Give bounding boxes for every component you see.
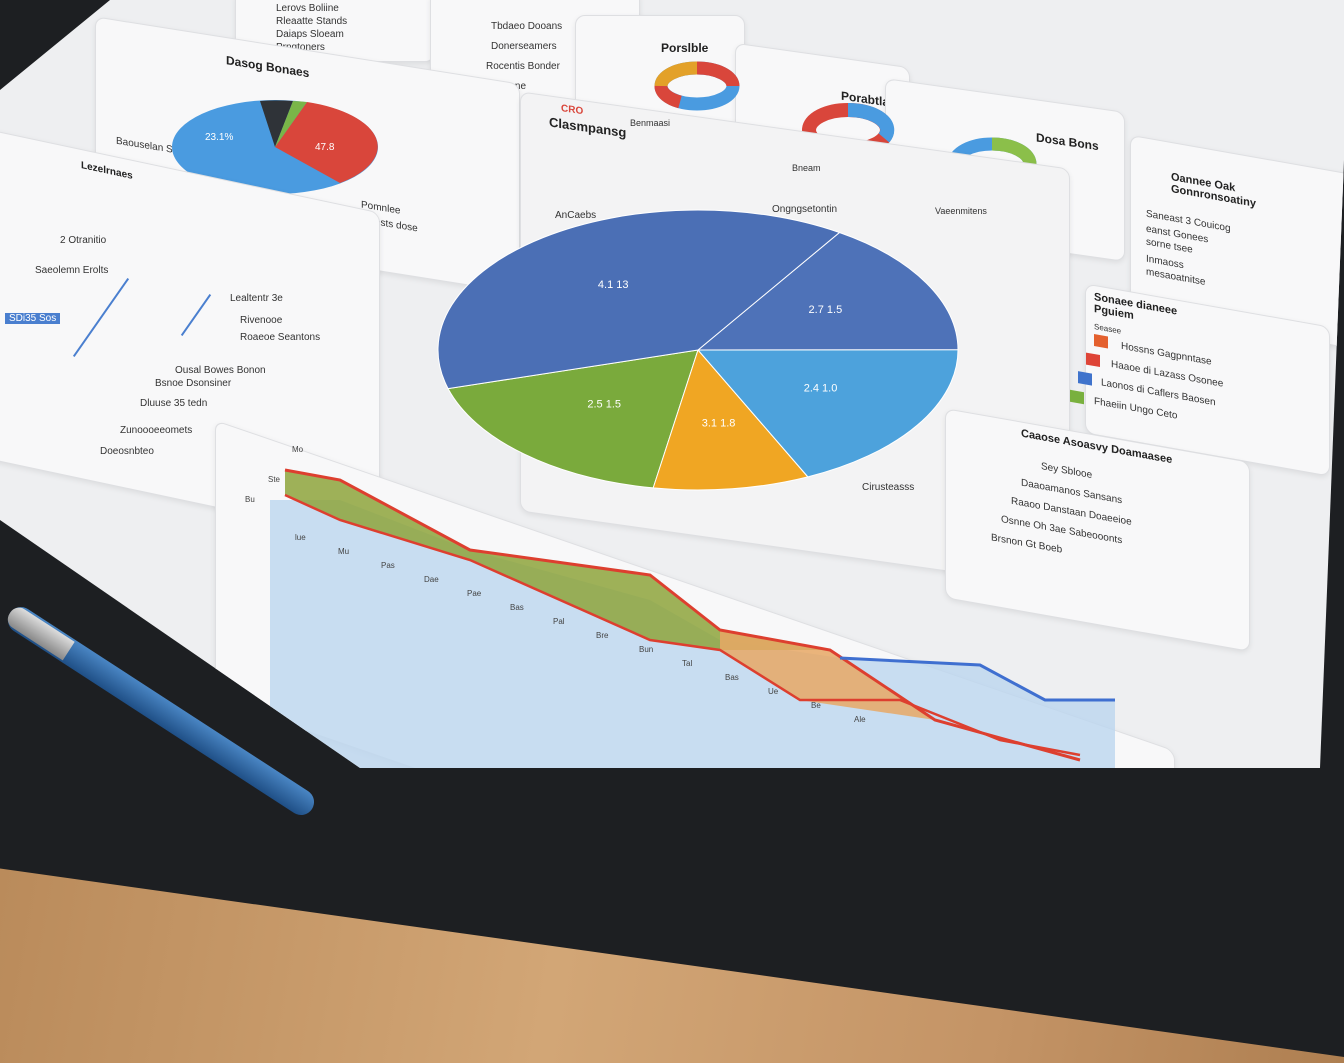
list-item[interactable]: Doeosnbteo (100, 446, 154, 457)
donut-legend: Benmaasi (630, 118, 671, 128)
donut-title: Porabtla (841, 88, 890, 110)
main-pie-badge: CRO (561, 103, 584, 118)
donut-legend: Bneam (792, 163, 821, 173)
list-item[interactable]: Roaeoe Seantons (240, 332, 321, 343)
list-item[interactable]: Rivenooe (240, 315, 283, 326)
list-item: Donerseamers (491, 41, 557, 52)
list-item: Brsnon Gt Boeb (991, 532, 1063, 556)
list-item[interactable]: Dluuse 35 tedn (140, 398, 208, 409)
left-list-title: Lezelrnaes (81, 159, 133, 182)
panel-subtitle: Seasee (1094, 321, 1122, 336)
legend-swatch (1086, 352, 1100, 368)
list-item: Daiaps Sloeam (276, 29, 344, 40)
small-pie-title: Dasog Bonaes (226, 53, 310, 81)
legend-item: Fhaeiin Ungo Ceto (1094, 395, 1178, 422)
donut-title: Porslble (661, 41, 709, 55)
tablet-screen: Lerovs Boliine Rleaatte Stands Daiaps Sl… (0, 0, 1344, 768)
list-item[interactable]: SDi35 Sos (5, 313, 61, 324)
list-item[interactable]: 2 Otranitio (60, 235, 107, 246)
list-item: Tbdaeo Dooans (491, 21, 563, 32)
list-item[interactable]: Zunoooeeomets (120, 425, 193, 436)
list-item: Rleaatte Stands (276, 16, 348, 27)
list-item: Prngtoners (276, 42, 325, 53)
list-item[interactable]: Lealtentr 3e (230, 293, 283, 304)
list-item: Sey Sblooe (1041, 461, 1093, 482)
main-pie-title: Clasmpansg (549, 114, 627, 141)
legend-swatch (1078, 371, 1092, 386)
list-item: Lerovs Boliine (276, 3, 339, 14)
legend-swatch (1094, 333, 1108, 349)
donut-title: Dosa Bons (1036, 130, 1099, 154)
panel-title: Oannee Oak Gonnronsoatiny (1171, 170, 1256, 210)
donut-legend: Vaeenmitens (935, 206, 987, 216)
small-pie-caption: Baouselan Seaete (116, 135, 198, 160)
list-item[interactable]: Bsnoe Dsonsiner (155, 378, 232, 389)
list-item: Rocentis Bonder (486, 61, 560, 72)
legend-swatch (1070, 389, 1084, 405)
list-item[interactable]: Saeolemn Erolts (35, 265, 109, 276)
list-item[interactable]: Ousal Bowes Bonon (175, 365, 266, 376)
